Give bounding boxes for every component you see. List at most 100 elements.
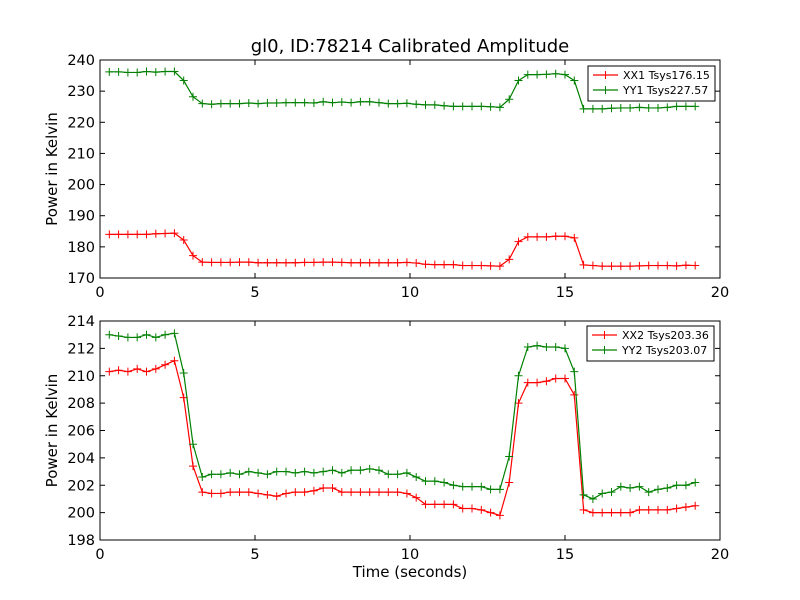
- chart2-series-2-point: [133, 333, 142, 342]
- chart1-series-1-point: [505, 255, 514, 264]
- chart2-series-1-point: [356, 488, 365, 497]
- chart1-series-2-point: [691, 102, 700, 111]
- chart2-series-2-point: [263, 470, 272, 479]
- chart2-series-2-point: [533, 341, 542, 350]
- chart1-series-1-point: [607, 262, 616, 271]
- chart2-series-1-point: [142, 367, 151, 376]
- chart2-series-1-point: [244, 488, 253, 497]
- chart1-series-1-point: [189, 251, 197, 260]
- chart2-series-1-point: [170, 356, 179, 365]
- chart2-series-2-line: [109, 332, 696, 500]
- chart1-y-tick-label: 210: [67, 146, 95, 162]
- chart1-x-tick-label: 0: [95, 285, 104, 301]
- chart2-series-1-point: [570, 390, 579, 399]
- chart2-series-2-point: [588, 494, 597, 503]
- chart1-series-1-point: [468, 261, 476, 270]
- chart1-series-2-point: [123, 68, 132, 77]
- chart2-series-1-point: [533, 378, 542, 387]
- chart2-series-1-point: [365, 488, 374, 497]
- chart2-series-2-point: [681, 481, 690, 490]
- chart2-series-2-point: [561, 344, 569, 353]
- chart2-series-2-point: [458, 482, 467, 491]
- chart2-series-2-point: [505, 452, 514, 461]
- chart2-series-1-point: [477, 505, 486, 514]
- chart2-series-2-point: [579, 490, 588, 499]
- chart2-series-2-point: [282, 467, 290, 476]
- chart2-series-2-point: [244, 467, 253, 476]
- chart2-series-1-point: [412, 493, 421, 502]
- chart2-series-1-point: [300, 488, 309, 497]
- chart2-series-2-point: [440, 478, 449, 487]
- chart1-series-2-point: [477, 102, 486, 111]
- chart1-series-1-point: [198, 258, 207, 267]
- chart2-series-1-point: [421, 500, 430, 509]
- chart1-series-1-point: [477, 261, 486, 270]
- chart1-series-1-point: [551, 232, 560, 241]
- chart1-series-2-point: [347, 98, 356, 107]
- chart2-x-tick-label: 5: [250, 547, 259, 563]
- chart1-series-2-point: [486, 102, 495, 111]
- chart1-series-2-point: [114, 67, 123, 76]
- chart2-series-1-point: [198, 488, 207, 497]
- chart1-series-1-point: [179, 236, 188, 245]
- chart1-series-1-point: [421, 260, 430, 269]
- chart1-series-2-point: [523, 70, 532, 79]
- chart2-series-2-point: [319, 467, 328, 476]
- chart1-series-2-point: [449, 102, 458, 111]
- chart2-series-2-point: [235, 470, 244, 479]
- chart2-series-1-point: [663, 505, 672, 514]
- chart2-series-2-point: [430, 477, 439, 486]
- chart1-series-2-line: [109, 70, 696, 110]
- chart1-y-tick-label: 170: [67, 271, 95, 287]
- chart1-y-axis-label: Power in Kelvin: [43, 112, 61, 226]
- chart2-series-1-point: [282, 489, 290, 498]
- chart1-legend-label-2: YY1 Tsys227.57: [622, 84, 708, 97]
- chart1-series-2-point: [365, 97, 374, 106]
- chart1-series-1-point: [151, 229, 160, 238]
- chart2-series-1-point: [207, 489, 216, 498]
- chart2-series-2-point: [412, 473, 421, 482]
- chart2-series-2-point: [216, 470, 225, 479]
- chart1-series-2-point: [151, 68, 160, 77]
- chart2-series-1-point: [440, 500, 449, 509]
- chart2-series-2-point: [207, 470, 216, 479]
- chart1-series-2-point: [635, 103, 644, 112]
- chart2-series-2-point: [123, 333, 132, 342]
- chart1-series-2-point: [328, 98, 337, 107]
- chart1-series-2-point: [616, 103, 625, 112]
- chart1-series-1-point: [681, 261, 690, 270]
- chart1-series-2-point: [626, 103, 635, 112]
- chart2-series-1-point: [561, 374, 569, 383]
- chart1-series-1-point: [291, 258, 300, 267]
- chart1-series-2-point: [356, 97, 365, 106]
- chart1-series-1-point: [579, 260, 588, 269]
- chart1-series-2-point: [458, 102, 467, 111]
- chart2-series-1-point: [505, 478, 514, 487]
- chart2-series-1-point: [114, 366, 123, 375]
- chart2-series-1-point: [235, 488, 244, 497]
- chart1-series-2-point: [663, 103, 672, 112]
- chart2-series-2-point: [328, 466, 337, 475]
- chart1-series-1-point: [263, 258, 272, 267]
- chart1-series-2-point: [561, 70, 569, 79]
- chart1-series-2-point: [142, 67, 151, 76]
- chart1-series-1-point: [300, 258, 309, 267]
- chart2-y-tick-label: 212: [67, 341, 95, 357]
- chart2-x-tick-label: 0: [95, 547, 104, 563]
- chart2-series-2-point: [542, 343, 551, 352]
- chart2-series-2-point: [551, 343, 560, 352]
- chart1-series-1-point: [523, 232, 532, 241]
- chart2-series-1-point: [216, 489, 225, 498]
- chart1-legend-marker-1: [601, 71, 610, 79]
- chart2-series-2-point: [254, 468, 263, 477]
- chart2-series-1-point: [644, 505, 653, 514]
- chart2-series-1-point: [486, 508, 495, 517]
- chart1-series-1-point: [570, 233, 579, 242]
- chart1-series-2-point: [384, 99, 393, 108]
- chart2-series-2-point: [365, 464, 374, 473]
- chart1-series-1-point: [449, 260, 458, 269]
- chart2-series-2-point: [495, 485, 504, 494]
- chart1-series-1-point: [626, 262, 635, 271]
- chart2-series-2-point: [654, 485, 662, 494]
- chart2-series-1-point: [309, 486, 318, 495]
